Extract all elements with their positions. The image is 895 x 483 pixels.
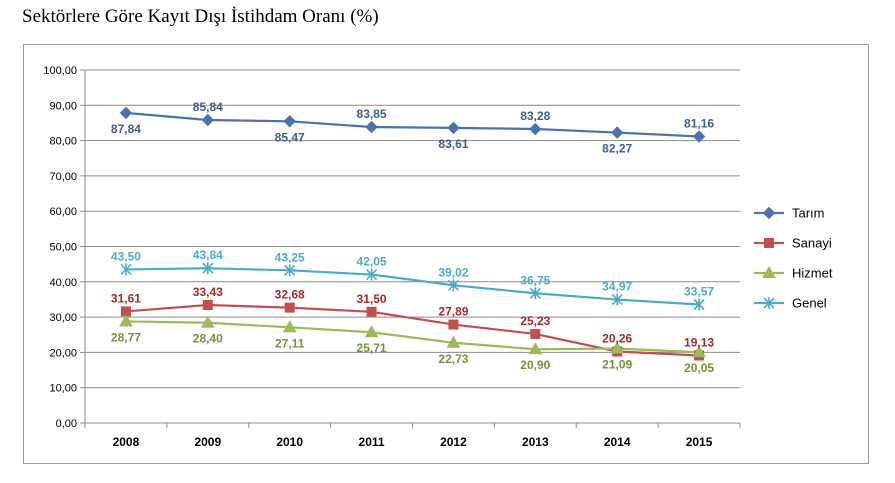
data-label: 81,16 (684, 117, 714, 131)
series-line-tarım (125, 111, 700, 138)
series-line-genel (125, 267, 700, 306)
data-label: 39,02 (438, 265, 468, 279)
data-label: 21,09 (602, 358, 632, 372)
point-hizmet (119, 314, 133, 327)
data-label: 83,85 (357, 107, 387, 121)
data-label: 32,68 (275, 288, 305, 302)
x-tick-label: 2010 (276, 435, 303, 449)
point-genel (447, 279, 460, 292)
legend-entry-tarım: Tarım (792, 206, 825, 221)
legend-marker-genel (763, 297, 775, 309)
point-sanayi (284, 302, 295, 313)
data-label: 85,47 (275, 130, 305, 144)
point-tarım (692, 130, 706, 143)
point-hizmet (528, 342, 543, 355)
point-tarım (201, 113, 215, 127)
legend-entry-genel: Genel (792, 296, 827, 311)
x-tick-label: 2013 (522, 435, 549, 449)
y-tick-label: 0,00 (56, 418, 77, 430)
point-tarım (447, 121, 460, 135)
data-label: 43,25 (275, 250, 305, 264)
point-sanayi (448, 319, 459, 330)
y-tick-label: 70,00 (49, 171, 77, 183)
x-tick-label: 2009 (194, 435, 221, 449)
point-genel (120, 263, 132, 276)
point-sanayi (202, 299, 213, 310)
point-tarım (119, 106, 133, 120)
page-title: Sektörlere Göre Kayıt Dışı İstihdam Oran… (22, 6, 379, 27)
y-tick-label: 50,00 (49, 242, 77, 254)
legend-entry-hizmet: Hizmet (792, 266, 833, 281)
y-tick-label: 40,00 (49, 277, 77, 289)
data-label: 36,75 (520, 273, 550, 287)
point-hizmet (446, 335, 461, 348)
data-label: 20,26 (602, 331, 632, 345)
line-chart: 0,00 10,00 20,00 30,00 40,00 50,00 60,00 70,00 8… (43, 65, 833, 449)
data-label: 82,27 (602, 142, 632, 156)
point-tarım (610, 126, 624, 139)
chart-frame: 0,00 10,00 20,00 30,00 40,00 50,00 60,00 70,00 8… (23, 44, 869, 464)
data-label: 19,13 (684, 335, 714, 349)
data-label: 25,23 (520, 314, 550, 328)
data-label: 43,84 (193, 248, 223, 262)
point-tarım (283, 115, 296, 128)
data-label: 83,61 (438, 137, 468, 151)
data-label: 27,11 (275, 336, 305, 350)
x-tick-label: 2008 (113, 435, 140, 449)
x-tick-label: 2015 (686, 435, 713, 449)
y-tick-label: 10,00 (49, 383, 77, 395)
point-hizmet (610, 341, 625, 354)
legend-marker-tarım (762, 206, 776, 220)
y-tick-label: 100,00 (43, 65, 77, 77)
point-genel (529, 287, 541, 300)
data-label: 27,89 (438, 305, 468, 319)
data-label: 33,57 (684, 284, 714, 298)
point-genel (693, 298, 705, 311)
data-label: 42,05 (357, 255, 387, 269)
data-label: 87,84 (111, 122, 141, 136)
data-label: 31,50 (357, 292, 387, 306)
point-genel (202, 262, 214, 275)
point-tarım (529, 122, 542, 136)
x-tick-label: 2011 (359, 435, 385, 449)
point-hizmet (364, 325, 379, 338)
point-sanayi (366, 306, 377, 317)
y-tick-label: 20,00 (49, 347, 77, 359)
data-label: 20,05 (684, 361, 714, 375)
point-hizmet (200, 315, 215, 328)
point-hizmet (282, 320, 297, 333)
series-line-hizmet (125, 320, 700, 354)
point-genel (611, 293, 623, 306)
legend-entry-sanayi: Sanayi (792, 236, 832, 251)
x-tick-label: 2012 (440, 435, 467, 449)
y-tick-label: 90,00 (49, 100, 77, 112)
legend-marker-hizmet (762, 265, 776, 278)
data-label: 22,73 (438, 352, 468, 366)
x-tick-label: 2014 (604, 435, 631, 449)
legend-marker-sanayi (764, 238, 774, 248)
data-label: 31,61 (111, 291, 141, 305)
point-genel (284, 264, 296, 277)
data-label: 34,97 (602, 280, 632, 294)
point-tarım (365, 120, 378, 134)
y-tick-label: 30,00 (49, 312, 77, 324)
data-label: 28,40 (193, 332, 223, 346)
data-label: 20,90 (520, 358, 550, 372)
point-genel (365, 268, 378, 281)
data-label: 33,43 (193, 285, 223, 299)
point-hizmet (692, 345, 706, 358)
data-label: 83,28 (520, 109, 550, 123)
data-label: 28,77 (111, 330, 141, 344)
point-sanayi (530, 328, 541, 339)
y-tick-label: 80,00 (49, 136, 77, 148)
data-label: 43,50 (111, 249, 141, 263)
y-tick-label: 60,00 (49, 206, 77, 218)
data-label: 25,71 (357, 341, 387, 355)
data-label: 85,84 (193, 100, 223, 114)
